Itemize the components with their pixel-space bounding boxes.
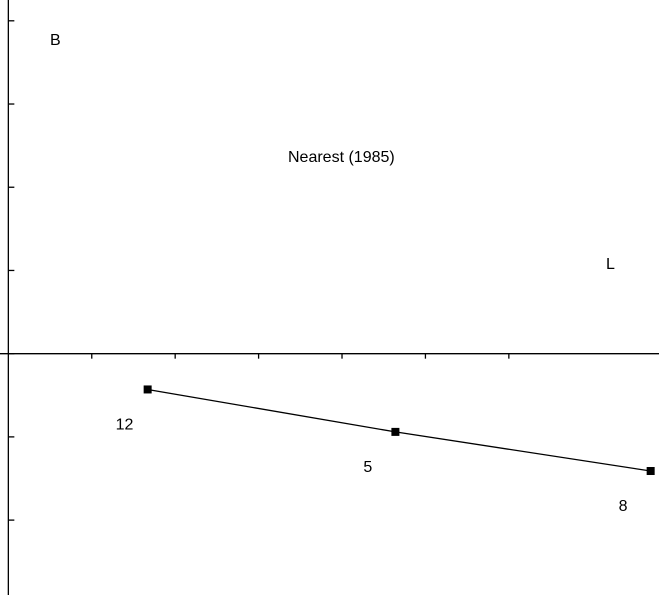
data-point-marker	[391, 427, 400, 436]
data-point-label: 8	[619, 498, 628, 515]
corner-label-l: L	[606, 256, 615, 273]
annotation-label: Nearest (1985)	[288, 149, 395, 166]
data-point-label: 5	[363, 459, 372, 476]
data-point-marker	[143, 385, 152, 394]
corner-label-b: B	[50, 32, 61, 49]
series-layer: 12 5 8	[116, 385, 655, 515]
data-point-label: 12	[116, 416, 134, 433]
data-point-marker	[646, 467, 655, 476]
